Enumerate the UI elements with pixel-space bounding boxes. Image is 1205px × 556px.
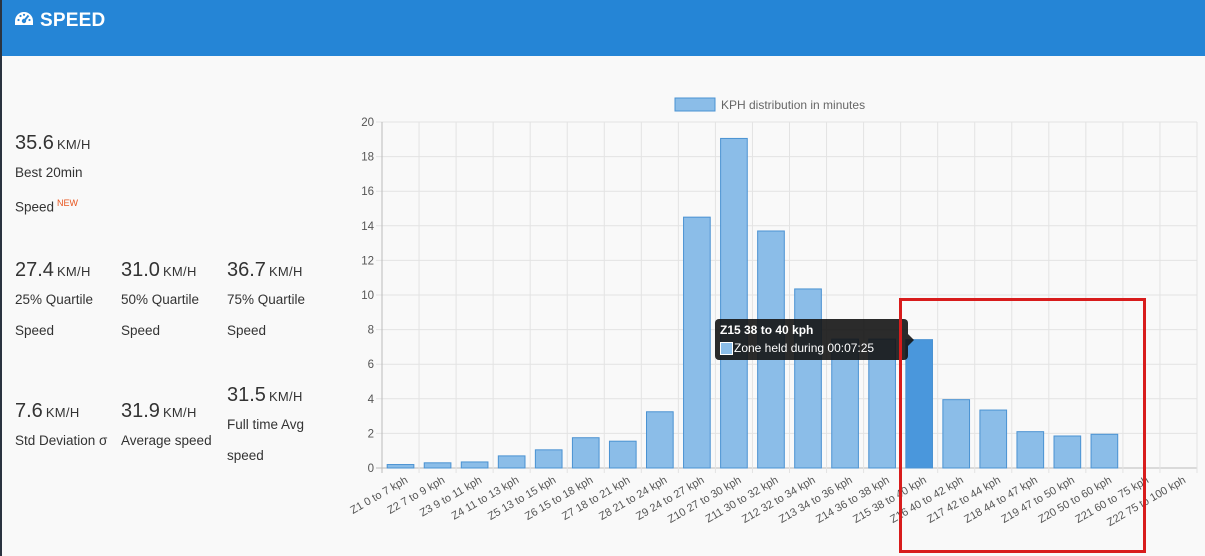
new-badge: NEW: [57, 198, 79, 208]
bar-1[interactable]: [386, 464, 415, 469]
bar-14[interactable]: [868, 338, 896, 469]
stat-label: 75% Quartile: [227, 292, 306, 307]
tooltip-caret: [908, 334, 914, 346]
bar-5[interactable]: [534, 449, 563, 469]
left-border: [0, 56, 2, 556]
bar-19[interactable]: [1053, 435, 1082, 469]
bar-15[interactable]: [905, 339, 933, 469]
stat-label-2: speed: [227, 448, 264, 463]
stat-label: Average speed: [121, 433, 212, 448]
stat-unit: KM/H: [268, 389, 303, 404]
y-tick-label: 6: [368, 359, 374, 371]
stat-unit: KM/H: [162, 264, 197, 279]
y-axis-ticks: 0 2 4 6 8 10 12 14 16 18 20: [361, 117, 374, 475]
speed-header: SPEED: [0, 0, 1205, 56]
stat-value: 7.6: [15, 400, 43, 422]
y-tick-label: 10: [361, 290, 374, 302]
stat-label-2: Speed: [227, 323, 267, 338]
stat-label: Full time Avg: [227, 417, 305, 432]
y-tick-label: 4: [368, 394, 375, 406]
stat-value: 31.0: [121, 259, 160, 281]
stat-unit: KM/H: [268, 264, 303, 279]
stat-value: 31.9: [121, 400, 160, 422]
legend-swatch: [674, 97, 716, 112]
bar-12[interactable]: [794, 288, 822, 469]
bar-8[interactable]: [646, 411, 674, 469]
dashboard-gauge-icon: [15, 12, 33, 25]
bar-9[interactable]: [683, 216, 711, 469]
stat-unit: KM/H: [162, 405, 197, 420]
stat-value: 31.5: [227, 384, 266, 406]
legend-label: KPH distribution in minutes: [721, 98, 865, 112]
stat-label-2: Speed: [121, 323, 161, 338]
bar-17[interactable]: [979, 409, 1008, 469]
tooltip-title: Z15 38 to 40 kph: [720, 323, 814, 337]
stat-q25: 27.4 KM/H 25% Quartile Speed: [15, 259, 93, 346]
bar-20[interactable]: [1090, 433, 1119, 469]
bar-2[interactable]: [423, 462, 452, 469]
y-tick-label: 14: [361, 221, 374, 233]
stat-unit: KM/H: [56, 137, 91, 152]
stat-label: 25% Quartile: [15, 292, 94, 307]
stat-unit: KM/H: [45, 405, 80, 420]
stat-best-20min: 35.6 KM/H Best 20min Speed NEW: [15, 132, 91, 223]
chart-tooltip: Z15 38 to 40 kph Zone held during 00:07:…: [715, 319, 914, 360]
tooltip-swatch: [720, 342, 733, 355]
bar-10[interactable]: [720, 137, 748, 469]
stat-q75: 36.7 KM/H 75% Quartile Speed: [227, 259, 305, 346]
stat-value: 27.4: [15, 259, 54, 281]
stat-value: 35.6: [15, 132, 54, 154]
chart-bars: [386, 137, 1119, 469]
stat-value: 36.7: [227, 259, 266, 281]
y-tick-label: 16: [361, 186, 374, 198]
stat-average-speed: 31.9 KM/H Average speed: [121, 400, 212, 456]
y-tick-label: 2: [368, 428, 374, 440]
bar-7[interactable]: [608, 440, 637, 469]
bar-4[interactable]: [497, 455, 526, 469]
page-title: SPEED: [40, 10, 106, 31]
tooltip-body: Zone held during 00:07:25: [734, 341, 875, 355]
bar-13[interactable]: [831, 338, 859, 469]
stat-label: Best 20min: [15, 165, 83, 180]
stat-std-deviation: 7.6 KM/H Std Deviation σ: [15, 400, 107, 456]
bar-6[interactable]: [571, 437, 600, 469]
bar-16[interactable]: [942, 399, 971, 469]
stat-unit: KM/H: [56, 264, 91, 279]
stat-label: Std Deviation σ: [15, 433, 108, 448]
stat-fulltime-avg: 31.5 KM/H Full time Avg speed: [227, 384, 304, 471]
chart-legend: KPH distribution in minutes: [674, 97, 865, 112]
stat-label: 50% Quartile: [121, 292, 200, 307]
bar-18[interactable]: [1016, 431, 1045, 469]
y-tick-label: 18: [361, 152, 374, 164]
y-tick-label: 0: [368, 463, 374, 475]
y-tick-label: 12: [361, 255, 374, 267]
stat-label-2: Speed: [15, 323, 55, 338]
stat-label-2: Speed NEW: [15, 198, 79, 215]
annotation-highlight-box: [899, 298, 1146, 553]
bar-3[interactable]: [460, 461, 489, 469]
y-tick-label: 8: [368, 325, 374, 337]
stat-q50: 31.0 KM/H 50% Quartile Speed: [121, 259, 199, 346]
y-tick-label: 20: [361, 117, 374, 129]
